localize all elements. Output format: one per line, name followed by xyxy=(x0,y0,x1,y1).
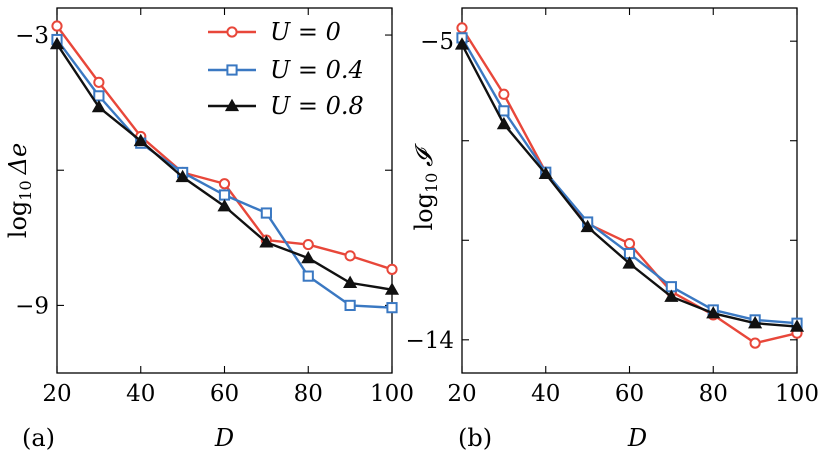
data-point xyxy=(93,90,105,102)
x-tick-label: 20 xyxy=(447,381,476,407)
y-axis-label-symbol: 𝓘 xyxy=(410,143,438,167)
series-triangle xyxy=(49,36,400,295)
data-point xyxy=(51,20,63,32)
data-point xyxy=(789,319,805,332)
data-point xyxy=(343,275,358,289)
legend-swatch-marker xyxy=(226,26,238,38)
data-point xyxy=(496,116,511,130)
legend-label: U = 0.4 xyxy=(270,56,364,84)
panel-label: (a) xyxy=(22,424,55,452)
series-line xyxy=(460,27,798,345)
data-point xyxy=(218,178,231,190)
data-point xyxy=(344,250,356,262)
series-line xyxy=(460,37,798,325)
data-point xyxy=(386,302,398,314)
data-point xyxy=(218,189,231,201)
data-point xyxy=(706,306,721,319)
legend-swatch-marker xyxy=(226,64,238,76)
x-tick-label: 60 xyxy=(210,381,239,407)
data-point xyxy=(456,22,468,34)
series-square xyxy=(456,32,803,329)
legend-entry: U = 0.4 xyxy=(208,56,364,84)
x-axis-label: D xyxy=(627,424,647,452)
data-point xyxy=(386,263,398,275)
legend-swatch-marker xyxy=(224,98,240,112)
y-tick-label: −14 xyxy=(405,328,454,354)
data-point xyxy=(91,99,106,113)
legend: U = 0 U = 0.4 U = 0.8 xyxy=(208,18,364,120)
data-point xyxy=(259,235,274,248)
y-axis-label-sub: 10 xyxy=(16,180,35,200)
y-axis-label: log10 Δe xyxy=(4,143,35,238)
y-tick-label: −3 xyxy=(15,23,49,49)
data-point xyxy=(301,250,316,264)
x-axis-label: D xyxy=(214,424,234,452)
data-point xyxy=(302,238,314,251)
legend-label: U = 0 xyxy=(270,18,341,46)
y-axis-label-sub: 10 xyxy=(422,173,441,193)
y-axis-label-prefix: log xyxy=(410,193,438,231)
panel-label: (b) xyxy=(458,424,492,452)
legend-entry: U = 0 xyxy=(208,18,341,46)
data-point xyxy=(664,289,679,302)
y-axis-label-symbol: Δe xyxy=(4,143,32,176)
data-point xyxy=(49,36,65,50)
x-tick-label: 20 xyxy=(42,381,71,407)
x-tick-label: 80 xyxy=(294,381,323,407)
legend-label: U = 0.8 xyxy=(270,92,364,120)
x-tick-label: 60 xyxy=(615,381,644,407)
x-tick-label: 100 xyxy=(775,381,819,407)
y-axis-label: log10 𝓘 xyxy=(410,143,441,231)
data-point xyxy=(580,219,595,233)
data-point xyxy=(175,169,190,183)
series-triangle xyxy=(454,37,805,332)
data-point xyxy=(93,76,105,88)
data-point xyxy=(302,270,314,282)
y-axis-label-prefix: log xyxy=(4,201,32,239)
data-point xyxy=(260,207,272,219)
data-point xyxy=(384,282,400,295)
data-point xyxy=(498,88,510,100)
data-point xyxy=(748,316,763,329)
data-point xyxy=(498,105,510,117)
data-point xyxy=(623,237,636,250)
data-point xyxy=(217,199,232,212)
x-tick-label: 80 xyxy=(699,381,728,407)
series-circle xyxy=(456,22,803,349)
x-tick-label: 40 xyxy=(531,381,560,407)
chart-panel-b: 20 40 60 80 100 −5 −14 D (b) log10 𝓘 xyxy=(405,7,819,452)
data-point xyxy=(622,256,637,269)
data-point xyxy=(538,166,553,180)
x-tick-label: 100 xyxy=(370,381,414,407)
data-point xyxy=(133,133,148,147)
data-point xyxy=(344,299,356,312)
legend-entry: U = 0.8 xyxy=(208,92,364,120)
data-point xyxy=(454,37,470,50)
y-tick-label: −5 xyxy=(420,29,454,55)
data-point xyxy=(749,337,761,349)
y-tick-label: −9 xyxy=(15,293,49,319)
x-tick-label: 40 xyxy=(126,381,155,407)
series-line xyxy=(460,43,798,328)
